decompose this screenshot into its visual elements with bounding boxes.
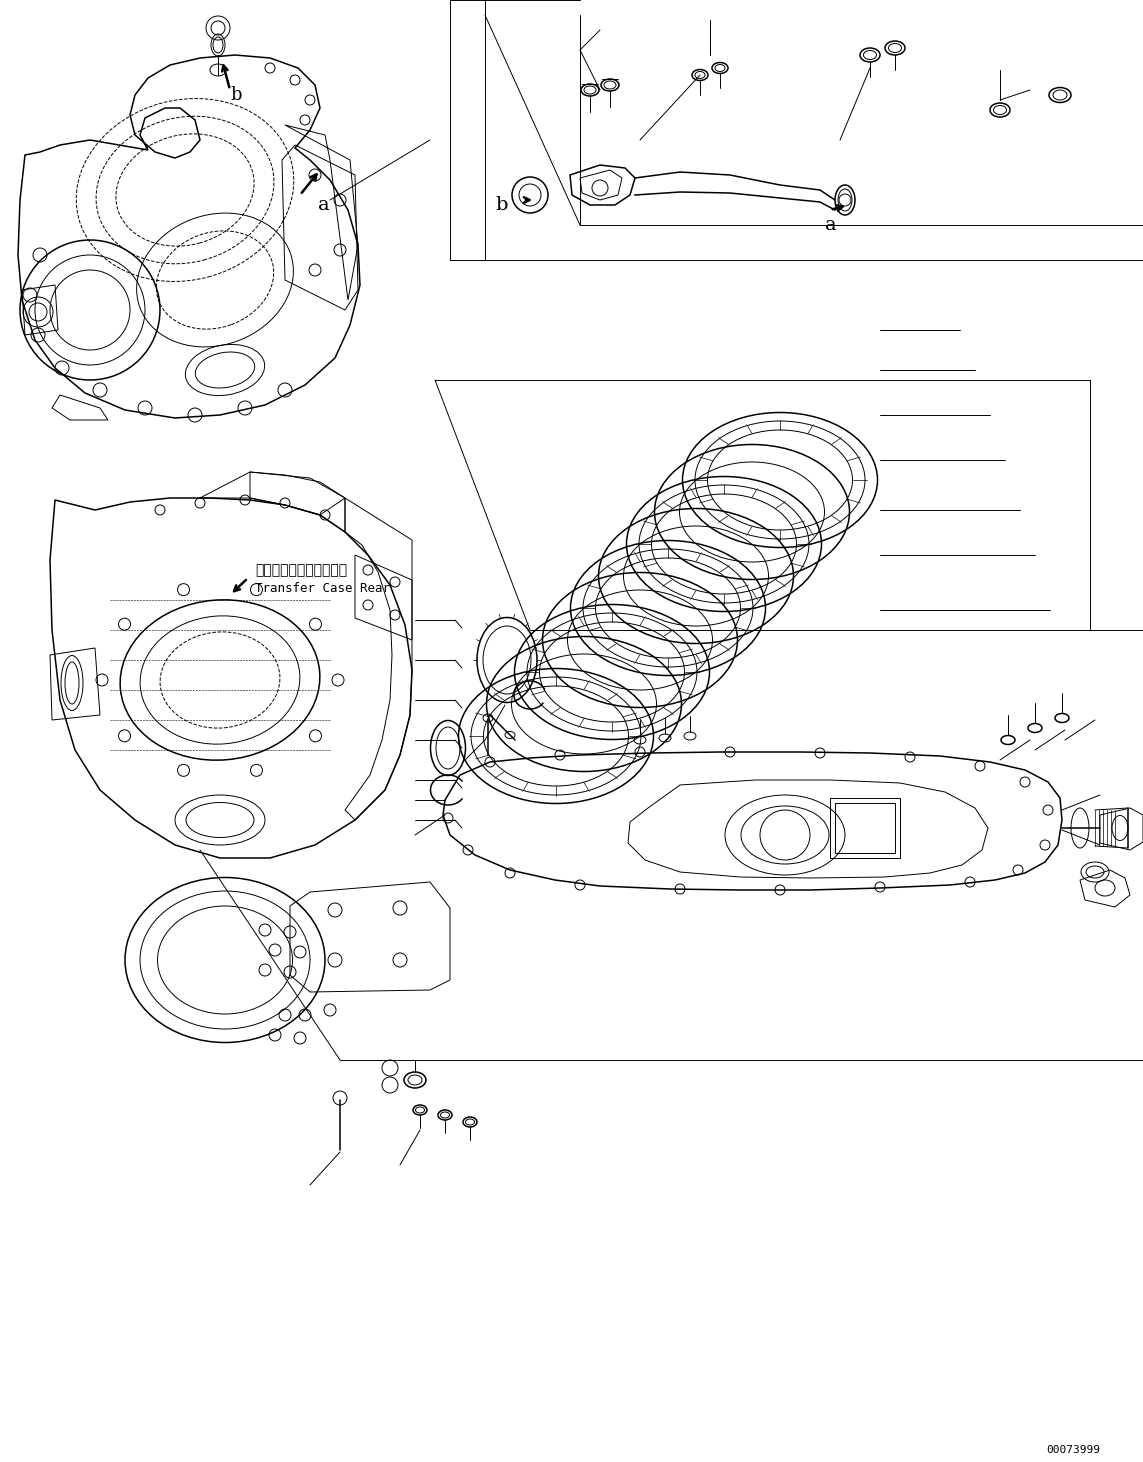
Text: 00073999: 00073999	[1046, 1444, 1100, 1455]
Text: b: b	[230, 86, 241, 104]
Text: Transfer Case Rear: Transfer Case Rear	[255, 582, 390, 595]
Text: a: a	[318, 196, 329, 213]
Text: b: b	[495, 196, 507, 213]
Text: a: a	[825, 216, 837, 234]
Text: トランスファケース後方: トランスファケース後方	[255, 563, 347, 577]
